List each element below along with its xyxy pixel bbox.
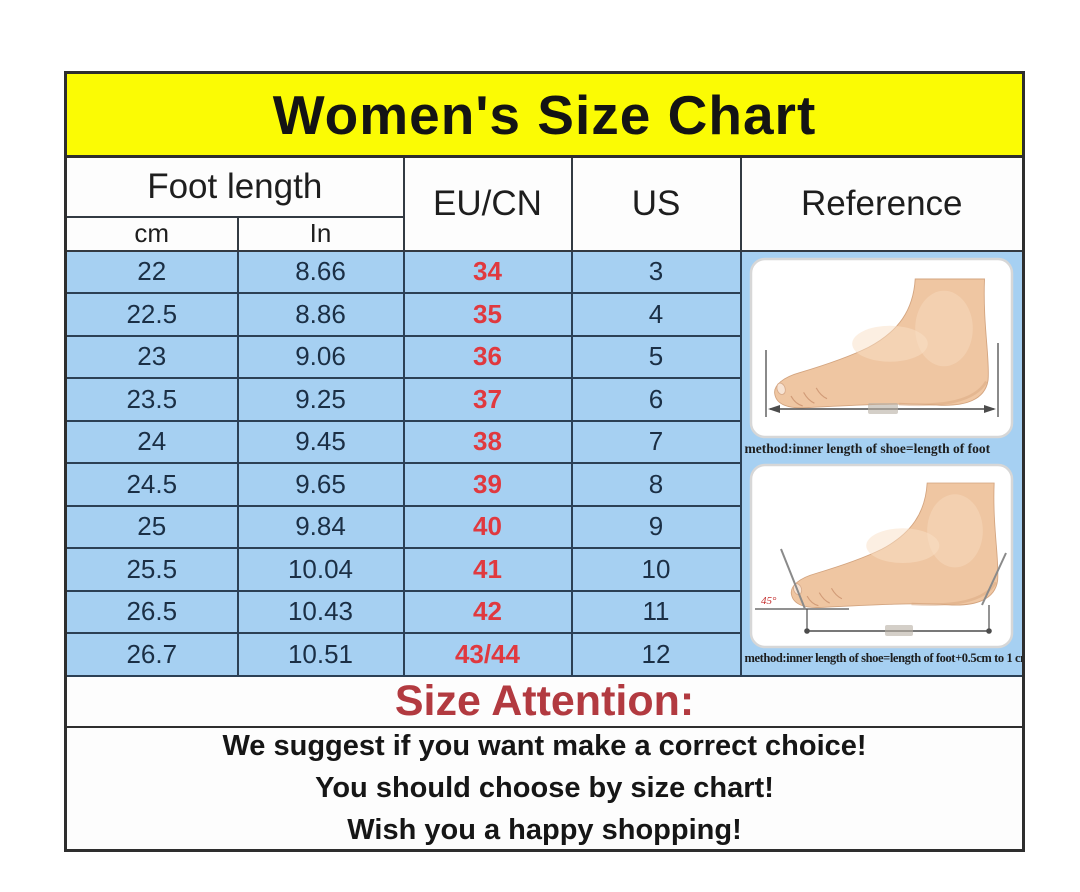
cell-eu: 39 <box>402 462 573 507</box>
column-header-foot-length: Foot length <box>64 155 405 218</box>
cell-in: 10.51 <box>236 632 405 677</box>
cell-us: 7 <box>570 419 742 464</box>
cell-cm: 24 <box>64 419 239 464</box>
cell-cm: 26.7 <box>64 632 239 677</box>
table-row: 23.5 9.25 37 6 <box>64 377 1024 422</box>
table-row: 22 8.66 34 3 <box>64 249 1025 677</box>
cell-cm: 22.5 <box>64 292 239 337</box>
table-row: 24 9.45 38 7 <box>64 419 1024 464</box>
angle-label: 45° <box>761 595 777 607</box>
cell-eu: 40 <box>402 504 573 549</box>
cell-in: 10.04 <box>236 547 405 592</box>
cell-cm: 22 <box>64 249 239 294</box>
cell-in: 10.43 <box>236 589 405 634</box>
dimension-label-smudge <box>884 624 913 636</box>
cell-us: 4 <box>570 292 742 337</box>
attention-line-3: Wish you a happy shopping! <box>347 813 742 846</box>
column-subheader-in: In <box>236 215 405 252</box>
toe-angle-ruler <box>779 548 806 609</box>
cell-in: 8.66 <box>236 249 405 294</box>
table-row: 26.5 10.43 42 11 <box>64 589 1024 634</box>
heel-angle-ruler <box>980 552 1007 605</box>
figure1-caption: method:inner length of shoe=length of fo… <box>744 440 991 456</box>
cell-eu: 38 <box>402 419 573 464</box>
attention-text-block: We suggest if you want make a correct ch… <box>64 725 1025 852</box>
table-row: 22.5 8.86 35 4 <box>64 292 1024 337</box>
page-title: Women's Size Chart <box>64 71 1025 158</box>
column-header-reference: Reference <box>739 155 1025 252</box>
cell-us: 10 <box>570 547 742 592</box>
cell-us: 5 <box>570 334 742 379</box>
attention-line-1: We suggest if you want make a correct ch… <box>222 729 867 762</box>
cell-in: 9.25 <box>236 377 405 422</box>
cell-in: 9.45 <box>236 419 405 464</box>
cell-cm: 23.5 <box>64 377 239 422</box>
cell-us: 6 <box>570 377 742 422</box>
reference-figures: method:inner length of shoe=length of fo… <box>743 253 1024 674</box>
cell-us: 3 <box>570 249 742 294</box>
cell-us: 12 <box>570 632 742 677</box>
table-row: 24.5 9.65 39 8 <box>64 462 1024 507</box>
cell-eu: 34 <box>402 249 573 294</box>
cell-cm: 23 <box>64 334 239 379</box>
foot-illustration <box>773 278 989 408</box>
reference-figures-cell: method:inner length of shoe=length of fo… <box>739 249 1025 677</box>
table-row: 26.7 10.51 43/44 12 <box>64 632 1024 677</box>
cell-us: 11 <box>570 589 742 634</box>
column-subheader-cm: cm <box>64 215 239 252</box>
cell-cm: 25 <box>64 504 239 549</box>
cell-in: 9.84 <box>236 504 405 549</box>
cell-us: 9 <box>570 504 742 549</box>
cell-eu: 36 <box>402 334 573 379</box>
cell-in: 9.65 <box>236 462 405 507</box>
attention-line-2: You should choose by size chart! <box>315 771 774 804</box>
size-chart-table: Women's Size Chart Foot length EU/CN US … <box>64 71 1026 852</box>
cell-cm: 26.5 <box>64 589 239 634</box>
table-row: 23 9.06 36 5 <box>64 334 1024 379</box>
figure2-caption: method:inner length of shoe=length of fo… <box>744 650 1024 665</box>
foot-measure-figure-2: 45° <box>749 463 1013 648</box>
cell-in: 9.06 <box>236 334 405 379</box>
cell-eu: 35 <box>402 292 573 337</box>
cell-us: 8 <box>570 462 742 507</box>
cell-cm: 24.5 <box>64 462 239 507</box>
foot-illustration <box>790 482 998 608</box>
cell-eu: 42 <box>402 589 573 634</box>
table-row: 25.5 10.04 41 10 <box>64 547 1024 592</box>
column-header-eu-cn: EU/CN <box>402 155 573 252</box>
cell-eu: 41 <box>402 547 573 592</box>
cell-eu: 43/44 <box>402 632 573 677</box>
size-chart-container: Women's Size Chart Foot length EU/CN US … <box>64 71 1026 852</box>
column-header-us: US <box>570 155 742 252</box>
table-row: 25 9.84 40 9 <box>64 504 1024 549</box>
foot-measure-figure-1 <box>749 257 1013 438</box>
dimension-label-smudge <box>867 402 898 414</box>
size-attention-heading: Size Attention: <box>64 674 1025 728</box>
cell-cm: 25.5 <box>64 547 239 592</box>
cell-eu: 37 <box>402 377 573 422</box>
cell-in: 8.86 <box>236 292 405 337</box>
